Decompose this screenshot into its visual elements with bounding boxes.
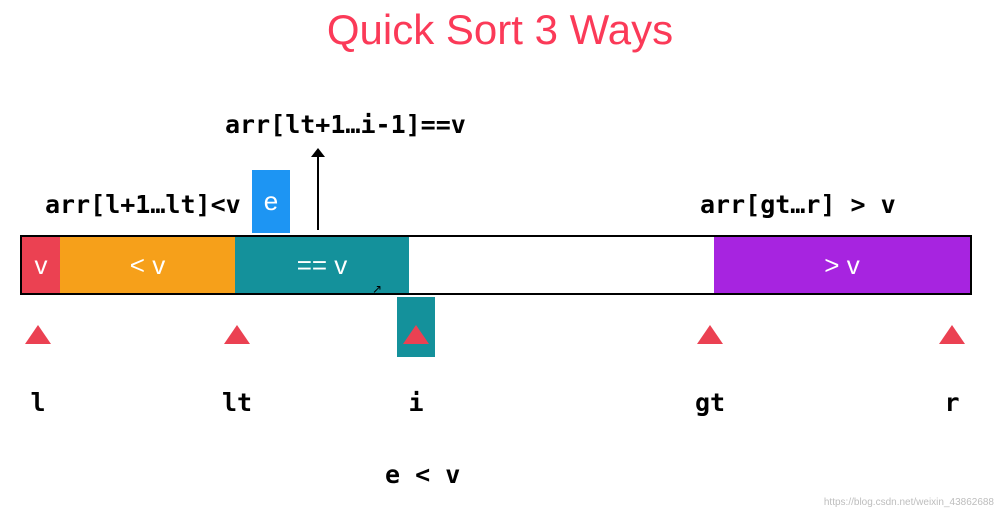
ptr-label-r: r (944, 388, 959, 417)
arrow-shaft (317, 155, 319, 230)
ptr-label-gt: gt (695, 388, 725, 417)
annot-left: arr[l+1…lt]<v (45, 190, 241, 219)
seg-pivot: v (22, 237, 60, 293)
ptr-tri-gt (697, 325, 723, 344)
ptr-label-lt: lt (222, 388, 252, 417)
seg-greater: > v (714, 237, 970, 293)
annot-right: arr[gt…r] > v (700, 190, 896, 219)
diagram-canvas: Quick Sort 3 Ways arr[lt+1…i-1]==v arr[l… (0, 0, 1000, 512)
seg-unknown (409, 237, 714, 293)
arrow-head (311, 148, 325, 157)
ptr-label-l: l (30, 388, 45, 417)
watermark: https://blog.csdn.net/weixin_43862688 (824, 497, 994, 508)
seg-less: < v (60, 237, 235, 293)
partition-bar: v < v == v > v (20, 235, 972, 295)
annot-bottom: e < v (385, 460, 460, 489)
ptr-tri-l (25, 325, 51, 344)
ptr-tri-i (403, 325, 429, 344)
seg-equal: == v (235, 237, 409, 293)
ptr-label-i: i (408, 388, 423, 417)
annot-top-mid: arr[lt+1…i-1]==v (225, 110, 466, 139)
element-e: e (252, 170, 290, 233)
ptr-tri-lt (224, 325, 250, 344)
ptr-tri-r (939, 325, 965, 344)
page-title: Quick Sort 3 Ways (0, 6, 1000, 54)
